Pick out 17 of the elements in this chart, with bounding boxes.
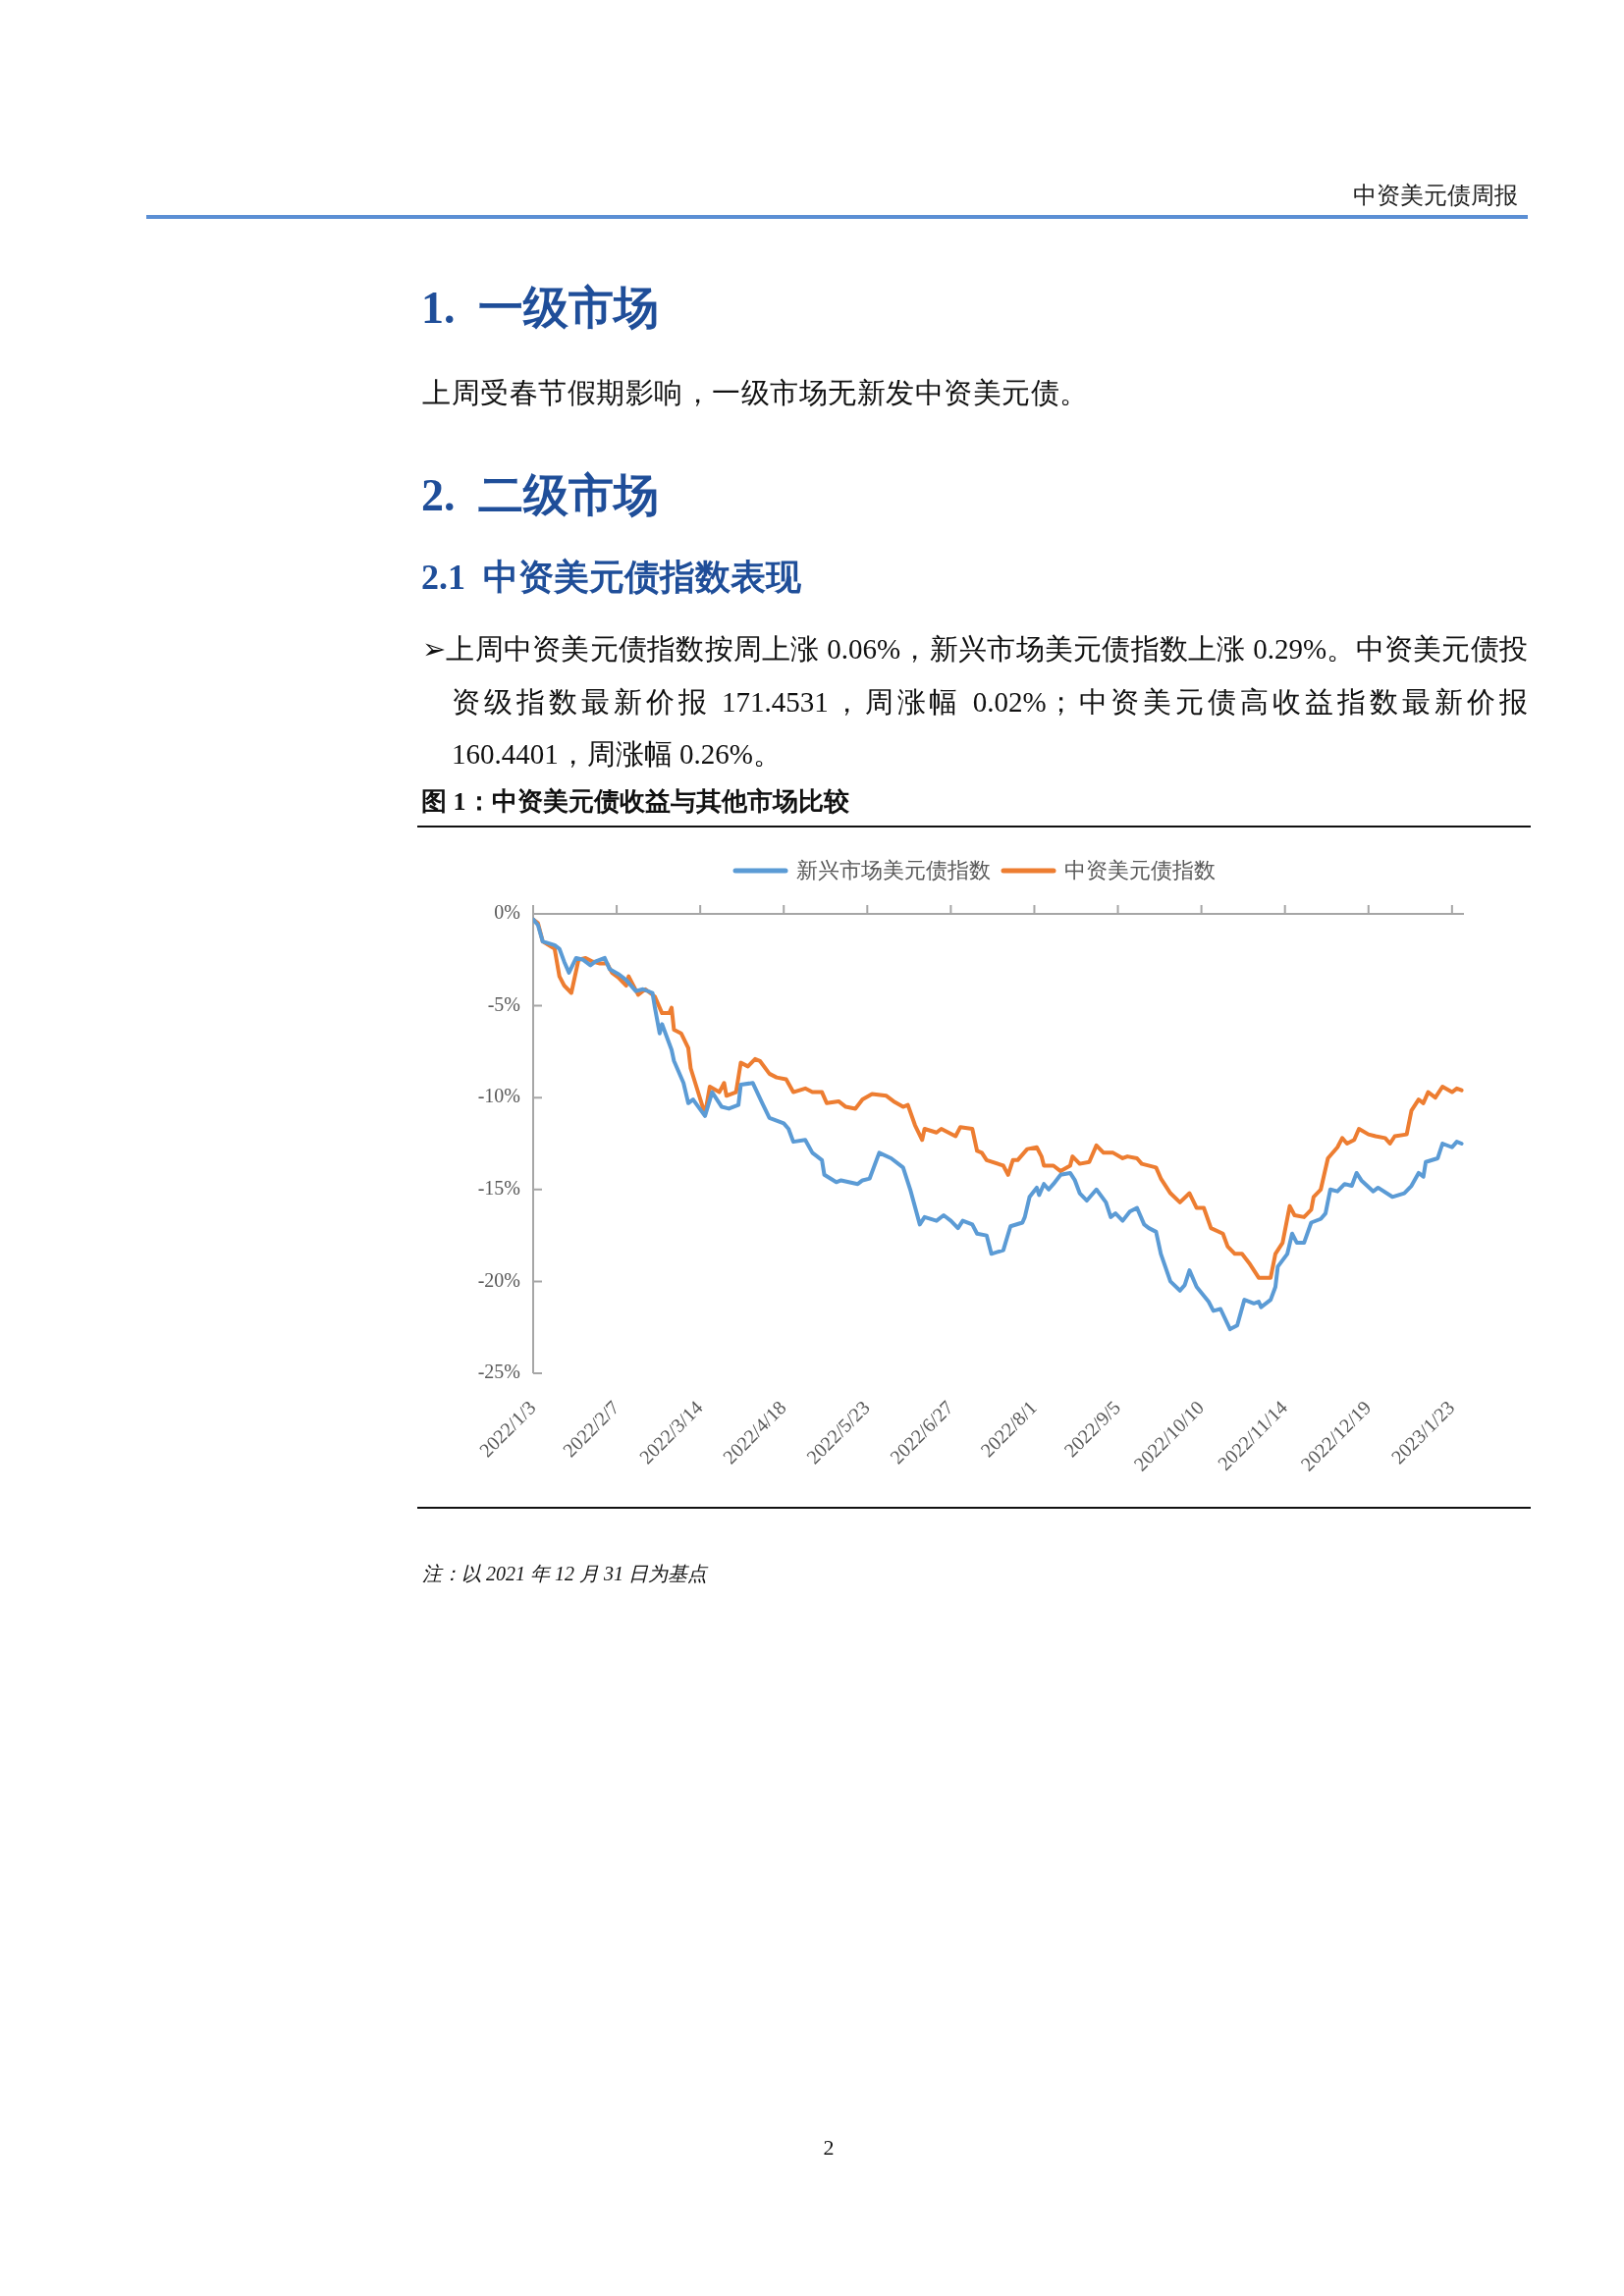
text: 2 [823,2134,835,2162]
text: ➢上周中资美元债指数按周上涨 0.06%，新兴市场美元债指数上涨 0.29%。中资美元债投资级指数最新价报 171.4531，周涨幅 0.02%；中资美元债高收益指数最新价报 160.4401，周涨幅 0.26%。 [422,632,1528,773]
y-tick-label: -5% [487,992,520,1015]
text: 2. 二级市场 [421,469,659,522]
text: 2.1 中资美元债指数表现 [421,557,801,599]
y-tick-label: 0% [494,901,520,924]
y-tick-label: -20% [477,1268,520,1291]
text: 1. 一级市场 [421,282,659,335]
y-tick-label: -15% [477,1177,520,1200]
y-tick-label: -10% [477,1085,520,1107]
legend-label: 新兴市场美元债指数 [796,857,991,882]
text: 注：以 2021 年 12 月 31 日为基点 [422,1562,707,1586]
legend-label: 中资美元债指数 [1064,857,1216,882]
text: 中资美元债周报 [1353,182,1518,210]
text: 上周受春节假期影响，一级市场无新发中资美元债。 [422,376,1089,410]
y-tick-label: -25% [477,1361,520,1383]
chart-title: 图 1：中资美元债收益与其他市场比较 [421,786,849,818]
